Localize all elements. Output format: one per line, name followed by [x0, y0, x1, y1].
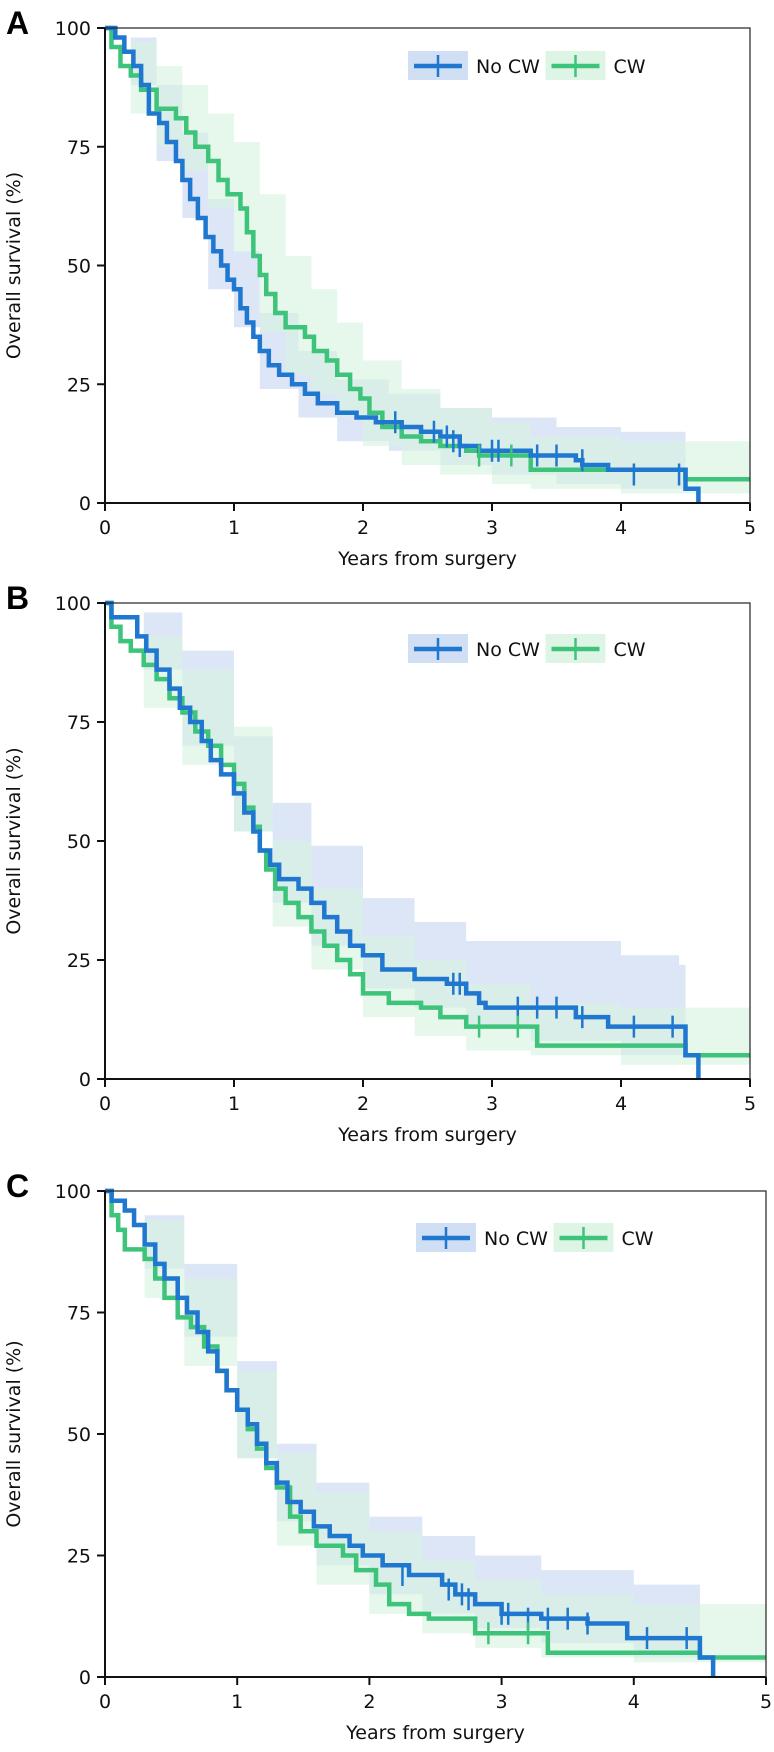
- y-tick-label: 75: [67, 137, 91, 159]
- x-tick-label: 4: [615, 1093, 627, 1115]
- x-tick-label: 4: [628, 1691, 640, 1713]
- y-axis-label: Overall survival (%): [3, 1340, 25, 1527]
- x-tick-label: 0: [99, 1691, 111, 1713]
- y-tick-label: 25: [67, 950, 91, 972]
- ci-band-cw: [105, 28, 750, 494]
- x-tick-label: 0: [99, 1093, 111, 1115]
- x-tick-label: 3: [496, 1691, 508, 1713]
- y-axis-label: Overall survival (%): [3, 172, 25, 359]
- y-tick-label: 25: [67, 1546, 91, 1568]
- y-tick-label: 0: [79, 1667, 91, 1689]
- y-tick-label: 25: [67, 374, 91, 396]
- x-tick-label: 5: [760, 1691, 772, 1713]
- y-tick-label: 100: [55, 18, 91, 40]
- x-tick-label: 1: [228, 517, 240, 539]
- survival-line-no-cw: [105, 600, 701, 1079]
- x-tick-label: 5: [744, 517, 756, 539]
- ci-band-cw: [105, 603, 750, 1070]
- legend: No CW CW: [408, 51, 646, 80]
- legend-entry-label: No CW: [476, 56, 540, 78]
- legend-entry-label: CW: [614, 639, 646, 661]
- x-axis-label: Years from surgery: [337, 1124, 517, 1146]
- x-tick-label: 3: [486, 517, 498, 539]
- y-tick-label: 50: [67, 256, 91, 278]
- legend-entry-label: No CW: [484, 1228, 548, 1250]
- y-tick-label: 100: [55, 1181, 91, 1203]
- x-tick-label: 1: [228, 1093, 240, 1115]
- x-axis-label: Years from surgery: [337, 548, 517, 570]
- y-tick-label: 75: [67, 1303, 91, 1325]
- survival-line-cw: [105, 1188, 766, 1660]
- survival-line-cw: [105, 25, 750, 482]
- y-tick-label: 100: [55, 593, 91, 615]
- legend-entry-label: CW: [614, 56, 646, 78]
- survival-line-cw: [105, 600, 750, 1058]
- y-axis-label: Overall survival (%): [3, 747, 25, 934]
- legend-entry-label: CW: [622, 1228, 654, 1250]
- y-tick-label: 50: [67, 831, 91, 853]
- legend: No CW CW: [416, 1223, 654, 1252]
- x-tick-label: 3: [486, 1093, 498, 1115]
- x-tick-label: 1: [231, 1691, 243, 1713]
- y-tick-label: 0: [79, 1069, 91, 1091]
- x-tick-label: 0: [99, 517, 111, 539]
- y-tick-label: 0: [79, 493, 91, 515]
- y-tick-label: 75: [67, 712, 91, 734]
- x-tick-label: 2: [357, 1093, 369, 1115]
- legend: No CW CW: [408, 634, 646, 663]
- survival-line-no-cw: [105, 1188, 716, 1677]
- panel-letter: B: [6, 580, 29, 616]
- panel-letter: C: [6, 1168, 29, 1204]
- x-tick-label: 2: [363, 1691, 375, 1713]
- x-tick-label: 5: [744, 1093, 756, 1115]
- ci-band-no-cw: [105, 603, 686, 1070]
- x-axis-label: Years from surgery: [345, 1722, 525, 1744]
- x-tick-label: 4: [615, 517, 627, 539]
- y-tick-label: 50: [67, 1424, 91, 1446]
- panel-letter: A: [6, 5, 29, 41]
- x-tick-label: 2: [357, 517, 369, 539]
- legend-entry-label: No CW: [476, 639, 540, 661]
